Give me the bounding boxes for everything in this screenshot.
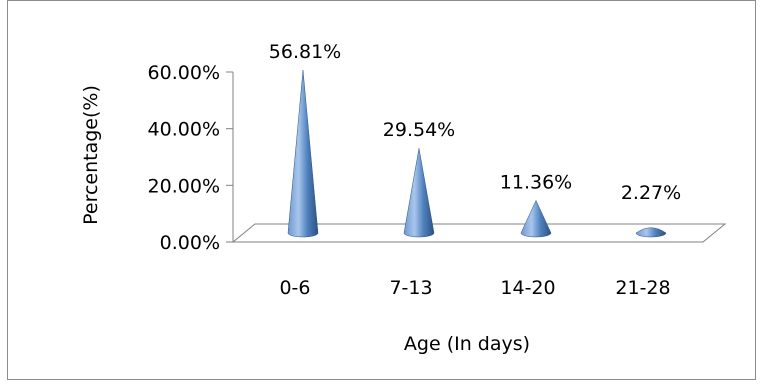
data-label: 11.36% bbox=[500, 171, 572, 193]
x-tick-label: 7-13 bbox=[389, 277, 432, 299]
cone-bar bbox=[403, 148, 435, 238]
chart-frame bbox=[7, 0, 756, 380]
cones bbox=[287, 69, 667, 238]
y-tick-label: 20.00% bbox=[148, 175, 220, 197]
y-tick-label: 0.00% bbox=[160, 232, 220, 254]
y-tick-label: 40.00% bbox=[148, 119, 220, 141]
y-ticks: 0.00% 20.00% 40.00% 60.00% bbox=[148, 62, 233, 254]
chart-floor bbox=[231, 223, 727, 243]
x-tick-labels: 0-6 7-13 14-20 21-28 bbox=[279, 277, 670, 299]
x-axis-title: Age (In days) bbox=[404, 333, 530, 355]
y-tick-label: 60.00% bbox=[148, 62, 220, 84]
data-labels: 56.81% 29.54% 11.36% 2.27% bbox=[269, 41, 681, 204]
cone-bar bbox=[520, 199, 552, 238]
x-tick-label: 0-6 bbox=[279, 277, 310, 299]
data-label: 2.27% bbox=[621, 182, 681, 204]
y-axis-title: Percentage(%) bbox=[80, 85, 102, 225]
data-label: 56.81% bbox=[269, 41, 341, 63]
cone-bar bbox=[635, 227, 667, 238]
x-tick-label: 14-20 bbox=[500, 277, 555, 299]
cone-bar bbox=[287, 69, 319, 238]
x-tick-label: 21-28 bbox=[615, 277, 670, 299]
data-label: 29.54% bbox=[383, 119, 455, 141]
